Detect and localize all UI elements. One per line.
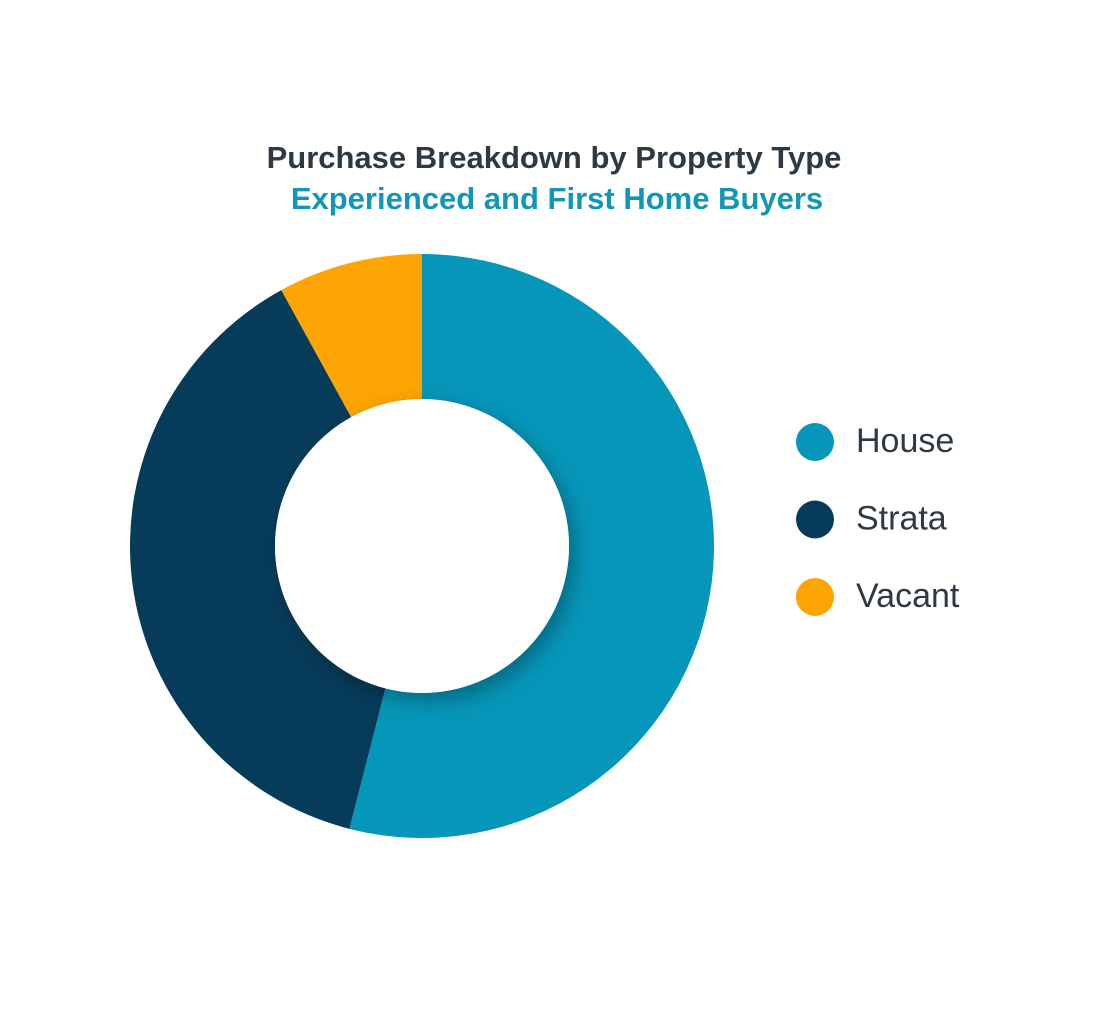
legend-label: House: [856, 422, 954, 460]
donut-hole: [275, 399, 569, 693]
slice: [130, 290, 386, 829]
slice: [281, 254, 422, 418]
legend-label: Vacant: [856, 577, 960, 615]
legend-swatch: [796, 423, 834, 461]
legend-label: Strata: [856, 499, 947, 537]
legend: House Strata Vacant: [796, 422, 960, 616]
chart-title: Purchase Breakdown by Property Type: [267, 140, 842, 175]
legend-swatch: [796, 500, 834, 539]
chart-subtitle: Experienced and First Home Buyers: [291, 181, 823, 216]
legend-swatch: [796, 578, 834, 616]
slice: [349, 254, 714, 838]
donut: [130, 254, 714, 838]
